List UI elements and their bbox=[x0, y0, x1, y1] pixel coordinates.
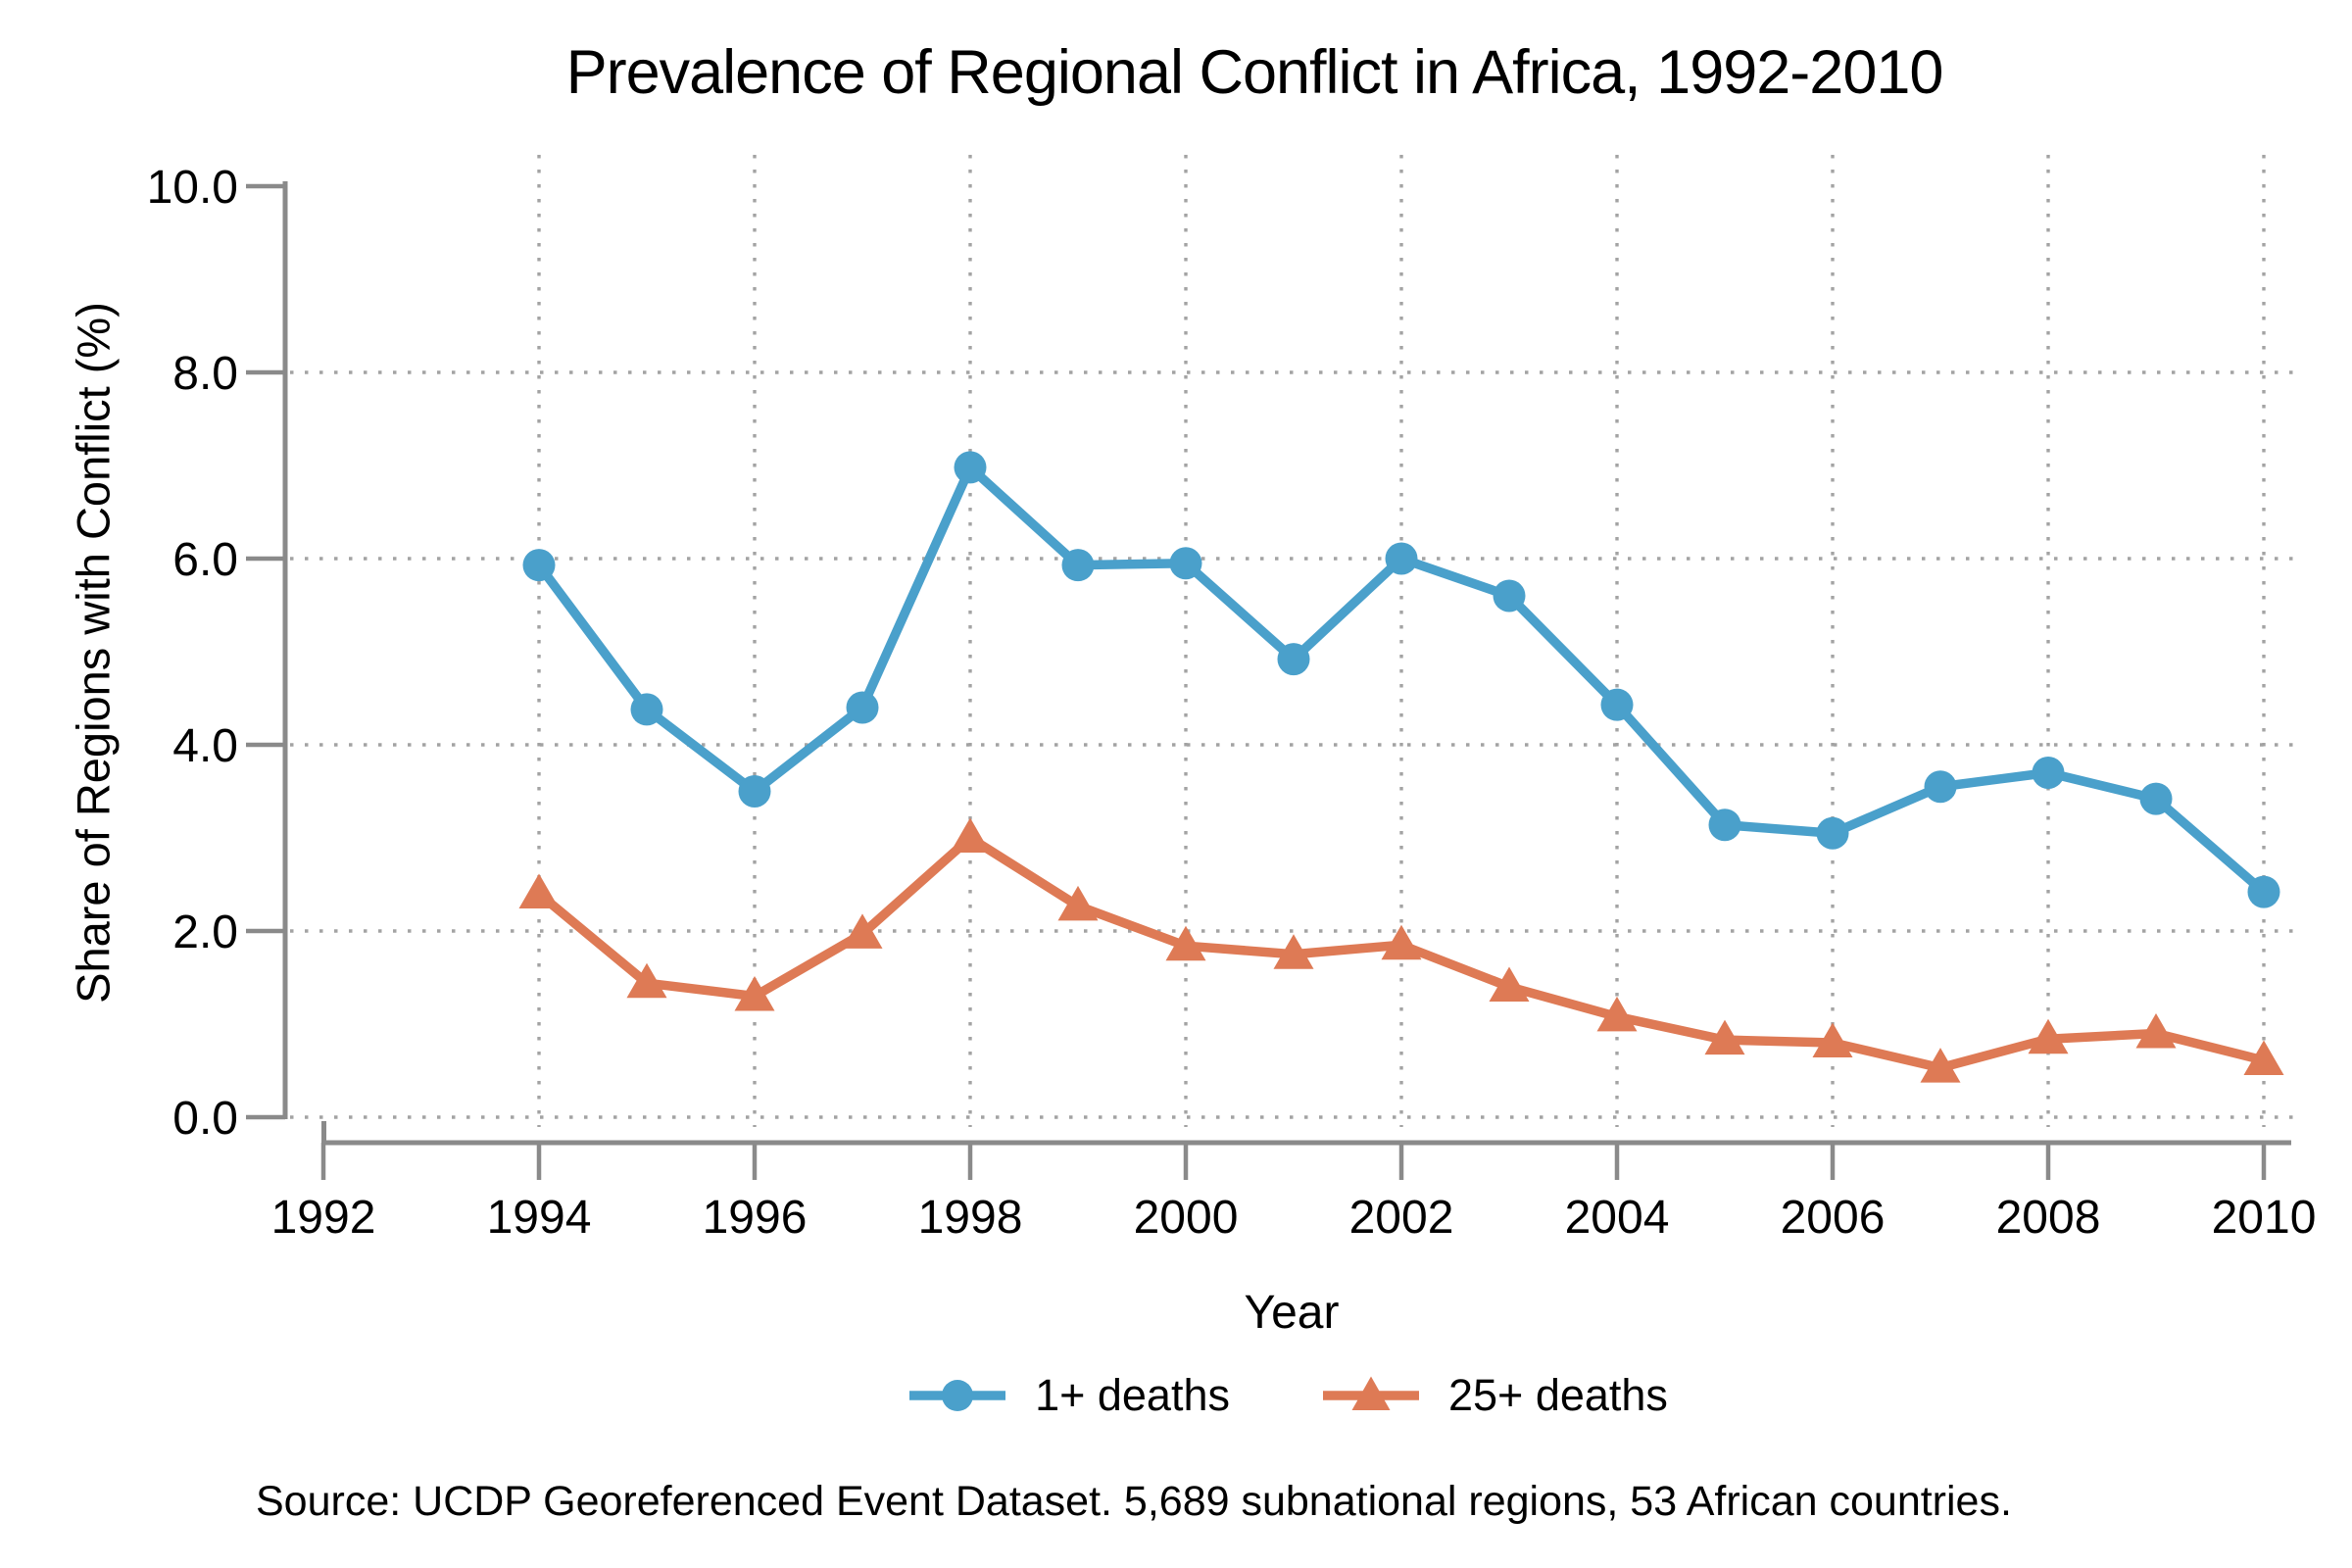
y-tick-label: 6.0 bbox=[172, 534, 238, 586]
series-line-circle bbox=[534, 463, 2269, 897]
legend-label: 25+ deaths bbox=[1447, 1370, 1668, 1420]
x-tick-label: 1992 bbox=[271, 1192, 376, 1244]
x-tick-label: 1996 bbox=[703, 1192, 808, 1244]
triangle-marker bbox=[1351, 1376, 1391, 1410]
data-point-circle bbox=[1061, 549, 1095, 582]
data-point-triangle bbox=[1381, 924, 1422, 960]
data-point-circle bbox=[1385, 542, 1418, 575]
data-point-triangle bbox=[950, 817, 991, 853]
data-point-triangle bbox=[626, 962, 667, 999]
data-point-triangle bbox=[1920, 1048, 1961, 1083]
data-point-triangle bbox=[842, 913, 883, 949]
legend-swatch-triangle bbox=[1322, 1376, 1419, 1410]
data-point-triangle bbox=[1812, 1022, 1853, 1057]
data-point-circle bbox=[954, 451, 987, 484]
data-point-circle bbox=[1924, 770, 1957, 804]
legend: 1+ deaths 25+ deaths bbox=[284, 1370, 2293, 1421]
data-point-triangle bbox=[2135, 1013, 2177, 1049]
x-tick-label: 2004 bbox=[1565, 1192, 1670, 1244]
x-tick-label: 1994 bbox=[487, 1192, 592, 1244]
data-point-circle bbox=[2032, 757, 2065, 789]
x-tick-label: 2002 bbox=[1349, 1192, 1454, 1244]
y-tick-label: 2.0 bbox=[172, 906, 238, 958]
data-point-triangle bbox=[2243, 1040, 2284, 1076]
data-point-circle bbox=[738, 775, 771, 808]
data-point-circle bbox=[1493, 579, 1526, 612]
data-point-triangle bbox=[1596, 996, 1638, 1032]
legend-label: 1+ deaths bbox=[1035, 1370, 1230, 1420]
data-point-triangle bbox=[1704, 1019, 1745, 1055]
data-point-triangle bbox=[1165, 925, 1206, 961]
legend-swatch-circle bbox=[909, 1380, 1006, 1411]
legend-item-25-deaths: 25+ deaths bbox=[1322, 1370, 1668, 1421]
data-point-circle bbox=[1816, 816, 1849, 850]
data-point-triangle bbox=[518, 873, 560, 908]
y-tick-label: 10.0 bbox=[147, 162, 238, 214]
data-point-triangle bbox=[2028, 1018, 2069, 1054]
y-axis-title: Share of Regions with Conflict (%) bbox=[67, 302, 120, 1004]
circle-marker bbox=[942, 1380, 974, 1411]
data-point-triangle bbox=[1273, 934, 1314, 969]
data-point-triangle bbox=[1057, 885, 1099, 921]
x-axis-title: Year bbox=[1244, 1287, 1340, 1339]
data-point-triangle bbox=[1489, 966, 1530, 1002]
y-tick-label: 0.0 bbox=[172, 1093, 238, 1145]
y-tick-label: 4.0 bbox=[172, 720, 238, 772]
data-point-circle bbox=[630, 693, 663, 726]
x-tick-label: 2000 bbox=[1134, 1192, 1239, 1244]
data-point-circle bbox=[1708, 808, 1741, 842]
data-point-circle bbox=[1277, 643, 1310, 676]
data-point-circle bbox=[1169, 547, 1202, 580]
x-tick-label: 2008 bbox=[1996, 1192, 2101, 1244]
data-point-triangle bbox=[734, 976, 775, 1011]
data-point-circle bbox=[522, 549, 556, 582]
chart-title: Prevalence of Regional Conflict in Afric… bbox=[565, 38, 1944, 107]
data-point-circle bbox=[2139, 782, 2173, 815]
x-tick-label: 2006 bbox=[1781, 1192, 1886, 1244]
y-tick-label: 8.0 bbox=[172, 348, 238, 400]
x-tick-label: 1998 bbox=[918, 1192, 1023, 1244]
data-point-circle bbox=[1600, 688, 1634, 721]
x-tick-label: 2010 bbox=[2212, 1192, 2317, 1244]
source-note: Source: UCDP Georeferenced Event Dataset… bbox=[256, 1478, 2012, 1525]
data-point-circle bbox=[2247, 875, 2280, 908]
data-point-circle bbox=[846, 691, 879, 724]
legend-item-1-deaths: 1+ deaths bbox=[909, 1370, 1230, 1421]
